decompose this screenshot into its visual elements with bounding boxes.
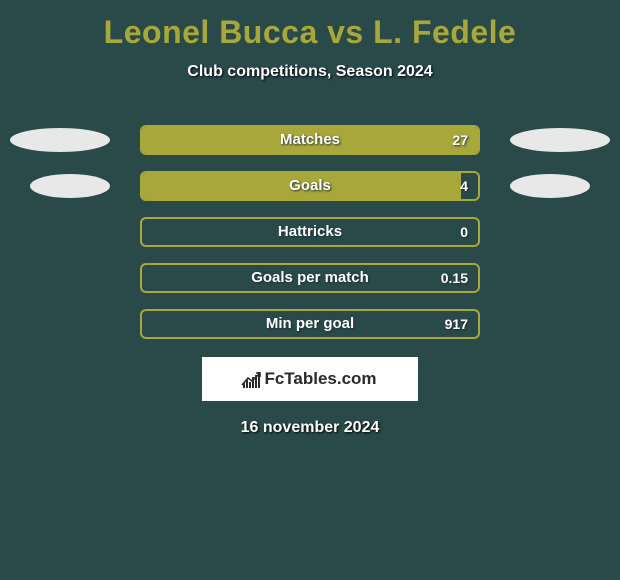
logo: FcTables.com	[243, 369, 376, 389]
player-right-marker	[510, 174, 590, 198]
stat-row: Min per goal917	[0, 309, 620, 339]
stat-bar: Min per goal917	[140, 309, 480, 339]
date-text: 16 november 2024	[0, 419, 620, 437]
page-title: Leonel Bucca vs L. Fedele	[0, 0, 620, 51]
logo-box[interactable]: FcTables.com	[202, 357, 418, 401]
stat-row: Hattricks0	[0, 217, 620, 247]
stat-label: Goals per match	[142, 265, 478, 291]
stat-label: Min per goal	[142, 311, 478, 337]
stat-row: Goals4	[0, 171, 620, 201]
stat-value: 27	[452, 127, 468, 153]
stat-bar: Goals per match0.15	[140, 263, 480, 293]
stat-label: Goals	[142, 173, 478, 199]
logo-chart-icon	[243, 370, 260, 388]
stat-row: Goals per match0.15	[0, 263, 620, 293]
stat-bar: Matches27	[140, 125, 480, 155]
player-left-marker	[30, 174, 110, 198]
stat-value: 917	[445, 311, 468, 337]
stat-bar: Goals4	[140, 171, 480, 201]
stat-label: Hattricks	[142, 219, 478, 245]
stat-label: Matches	[142, 127, 478, 153]
stat-value: 0.15	[441, 265, 468, 291]
stat-bar: Hattricks0	[140, 217, 480, 247]
player-left-marker	[10, 128, 110, 152]
stat-value: 0	[460, 219, 468, 245]
stat-row: Matches27	[0, 125, 620, 155]
logo-text: FcTables.com	[264, 369, 376, 389]
player-right-marker	[510, 128, 610, 152]
page-subtitle: Club competitions, Season 2024	[0, 63, 620, 81]
stat-value: 4	[460, 173, 468, 199]
stats-container: Matches27 Goals4 Hattricks0 Goals per match…	[0, 125, 620, 339]
